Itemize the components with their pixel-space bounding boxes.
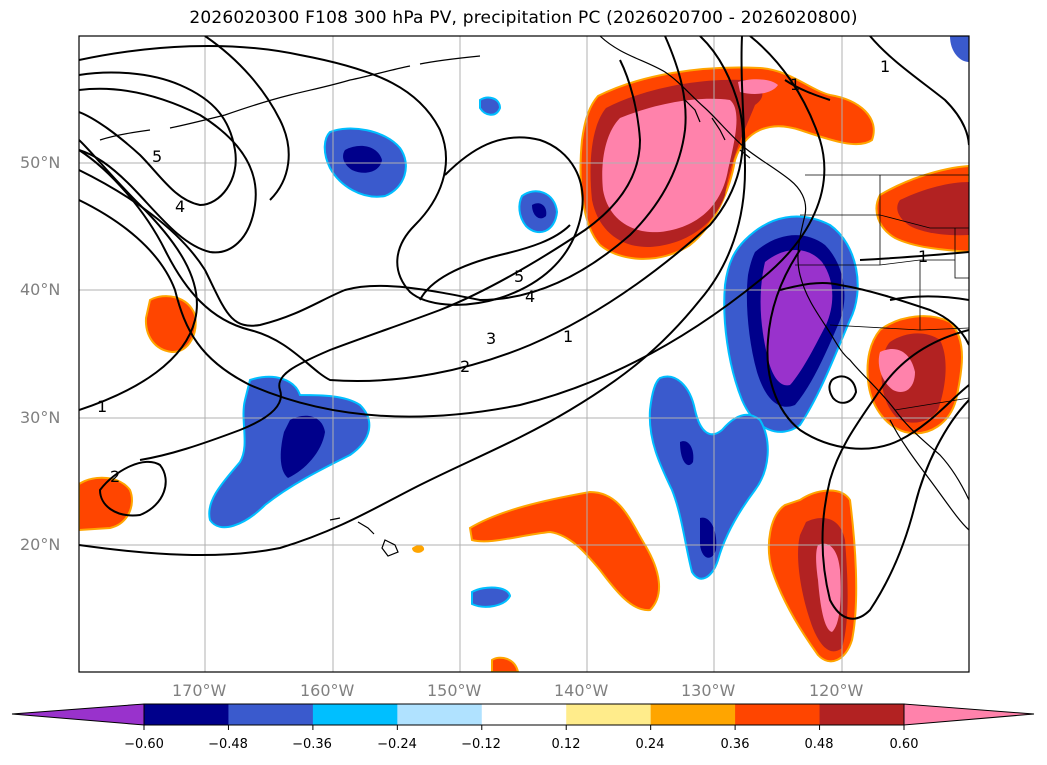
colorbar-segment xyxy=(397,704,483,725)
grid-lines xyxy=(79,36,969,672)
colorbar-left-extension xyxy=(11,703,145,726)
colorbar-segment xyxy=(144,704,229,725)
map-frame xyxy=(78,35,970,673)
colorbar-tick-label: 0.24 xyxy=(635,737,665,752)
contour-label: 1 xyxy=(563,327,573,346)
contour-label: 1 xyxy=(880,57,890,76)
colorbar-tick-label: −0.24 xyxy=(377,737,417,752)
state-borders xyxy=(795,174,969,411)
contour-label: 3 xyxy=(486,329,496,348)
lat-label-20n: 20°N xyxy=(20,535,61,554)
pv-contours xyxy=(79,36,969,620)
contour-label: 4 xyxy=(525,287,535,306)
lat-label-50n: 50°N xyxy=(20,153,61,172)
colorbar-tick-label: 0.48 xyxy=(804,737,834,752)
colorbar xyxy=(11,703,1035,730)
colorbar-segment xyxy=(650,704,736,725)
colorbar-tick-label: 0.12 xyxy=(551,737,581,752)
colorbar-tick-label: −0.60 xyxy=(124,737,164,752)
colorbar-segment xyxy=(819,704,905,725)
contour-label: 1 xyxy=(790,75,800,94)
lon-label-170w: 170°W xyxy=(172,681,227,700)
lon-label-160w: 160°W xyxy=(300,681,355,700)
lon-label-140w: 140°W xyxy=(554,681,609,700)
colorbar-segment xyxy=(312,704,398,725)
colorbar-segment xyxy=(481,704,567,725)
lat-label-30n: 30°N xyxy=(20,408,61,427)
positive-anomaly-fills xyxy=(79,66,969,672)
colorbar-tick-label: −0.48 xyxy=(208,737,248,752)
lat-label-40n: 40°N xyxy=(20,280,61,299)
contour-label: 4 xyxy=(175,197,185,216)
lon-label-130w: 130°W xyxy=(681,681,736,700)
contour-labels: 1 1 2 2 3 4 5 4 5 1 1 1 xyxy=(97,57,928,486)
lon-label-120w: 120°W xyxy=(809,681,864,700)
lon-label-150w: 150°W xyxy=(427,681,482,700)
colorbar-tick-label: 0.36 xyxy=(720,737,750,752)
colorbar-segment xyxy=(228,704,314,725)
contour-label: 1 xyxy=(97,397,107,416)
contour-label: 5 xyxy=(152,147,162,166)
map-plot-area: 1 1 2 2 3 4 5 4 5 1 1 1 xyxy=(79,36,969,672)
colorbar-tick-label: 0.60 xyxy=(889,737,919,752)
map-title: 2026020300 F108 300 hPa PV, precipitatio… xyxy=(189,8,858,28)
colorbar-segment xyxy=(566,704,652,725)
colorbar-tick-label: −0.36 xyxy=(292,737,332,752)
negative-anomaly-fills xyxy=(208,36,969,608)
colorbar-right-extension xyxy=(903,703,1035,726)
contour-label: 1 xyxy=(918,247,928,266)
contour-label: 5 xyxy=(514,267,524,286)
colorbar-segment xyxy=(735,704,821,725)
coastlines xyxy=(99,36,969,557)
contour-label: 2 xyxy=(110,467,120,486)
contour-label: 2 xyxy=(460,357,470,376)
colorbar-tick-label: −0.12 xyxy=(461,737,501,752)
